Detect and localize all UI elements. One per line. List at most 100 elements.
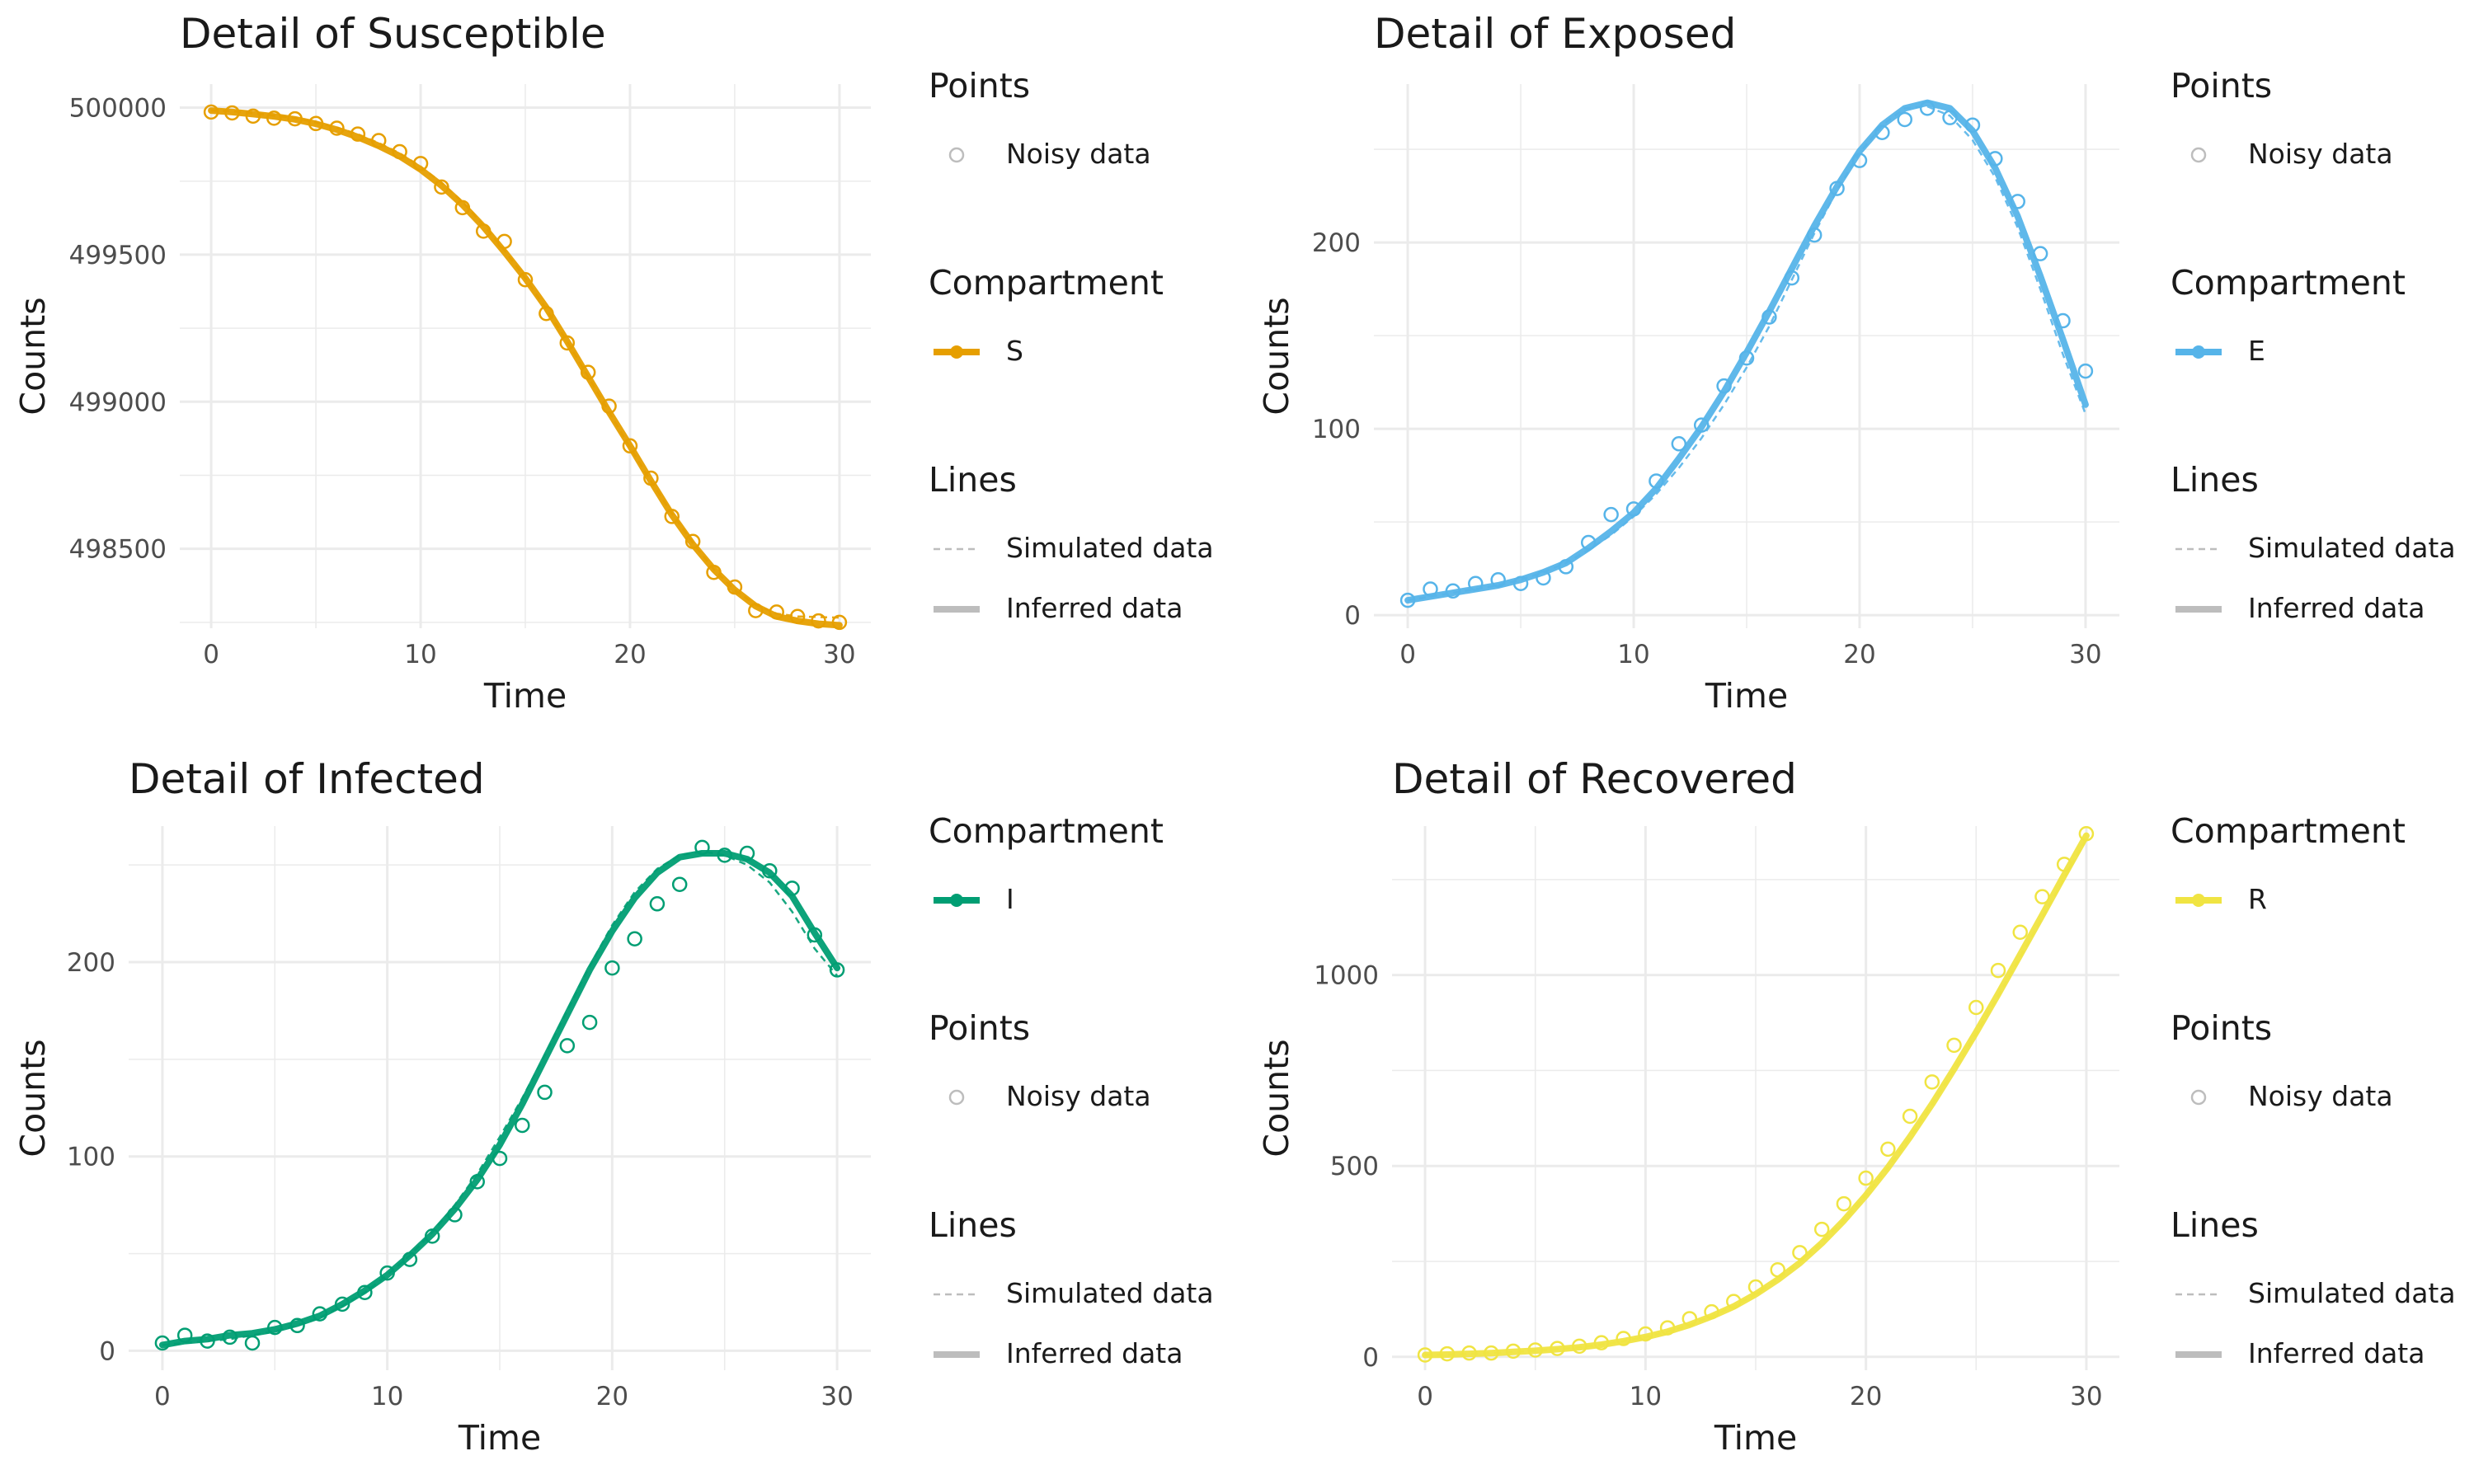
legend-title: Points (2171, 1008, 2272, 1048)
noisy-data-point (580, 364, 596, 380)
noisy-data-point (334, 1296, 350, 1313)
x-tick-label: 20 (1850, 1382, 1882, 1411)
chart-panel-s: 0 10 20 30 498500 499000 499500 500000 Detail of… (13, 10, 1214, 716)
legend-key-point (2190, 147, 2207, 163)
legend: Compartment R Points Noisy data Lines Simulat… (2171, 811, 2456, 1369)
legend-label: Noisy data (1006, 138, 1151, 170)
noisy-data-point (245, 108, 261, 124)
noisy-data-point (1784, 270, 1800, 286)
noisy-data-point (1964, 117, 1981, 133)
noisy-data-point (2055, 312, 2071, 329)
legend-label: Inferred data (1006, 592, 1183, 624)
chart-title: Detail of Susceptible (180, 10, 606, 58)
noisy-data-point (1490, 571, 1506, 588)
chart-panel-r: 0 10 20 30 0 500 1000 Detail of Recovered Time Co… (1257, 755, 2456, 1458)
chart-title: Detail of Infected (129, 755, 485, 803)
legend-key-dot (2192, 345, 2205, 359)
noisy-data-point (694, 839, 710, 856)
legend-key-dot (2192, 894, 2205, 907)
noisy-data-point (267, 1319, 283, 1336)
y-axis-label: Counts (13, 1039, 53, 1157)
x-tick-label: 30 (821, 1382, 853, 1411)
noisy-data-point (2078, 826, 2095, 842)
noisy-data-point (1836, 1195, 1852, 1212)
legend-key-dot (950, 894, 963, 907)
noisy-data-point (1919, 101, 1935, 116)
noisy-data-point (829, 962, 845, 978)
noisy-data-point (671, 876, 688, 892)
noisy-data-point (370, 133, 387, 148)
noisy-data-point (559, 335, 576, 351)
legend-title: Compartment (929, 263, 1164, 303)
x-tick-label: 20 (1843, 640, 1875, 669)
legend-label: Inferred data (1006, 1337, 1183, 1369)
noisy-data-point (224, 105, 240, 121)
noisy-data-point (739, 845, 755, 862)
legend-label: Simulated data (2248, 1277, 2456, 1309)
legend: Points Noisy data Compartment E Lines Simulat… (2171, 66, 2456, 624)
noisy-data-point (1726, 1294, 1742, 1309)
noisy-data-point (424, 1228, 440, 1244)
noisy-data-point (329, 120, 345, 136)
noisy-data-point (2077, 363, 2094, 379)
noisy-data-point (1505, 1343, 1522, 1360)
legend-label: R (2248, 883, 2267, 915)
noisy-data-point (811, 613, 826, 629)
noisy-data-point (492, 1150, 508, 1167)
x-axis-label: Time (1714, 1418, 1797, 1458)
noisy-data-point (649, 896, 666, 912)
legend-key-dot (950, 345, 963, 359)
noisy-data-point (1761, 309, 1777, 325)
noisy-data-point (2056, 857, 2072, 872)
noisy-data-point (748, 603, 764, 618)
legend-title: Lines (929, 1205, 1017, 1245)
noisy-data-point (1770, 1261, 1785, 1278)
y-tick-label: 0 (1362, 1343, 1379, 1373)
x-tick-label: 10 (404, 640, 436, 669)
noisy-data-point (706, 564, 722, 580)
x-tick-label: 10 (371, 1382, 403, 1411)
noisy-data-point (1659, 1320, 1676, 1336)
noisy-data-point (200, 1333, 215, 1349)
legend-title: Compartment (2171, 811, 2406, 851)
legend: Points Noisy data Compartment S Lines Simulat… (929, 66, 1214, 624)
noisy-data-point (1616, 1331, 1631, 1346)
noisy-data-point (727, 579, 743, 595)
noisy-data-point (496, 233, 512, 250)
noisy-data-point (515, 1117, 530, 1134)
legend-label: Simulated data (2248, 532, 2456, 564)
noisy-data-point (357, 1284, 373, 1300)
noisy-data-point (1924, 1074, 1940, 1090)
y-tick-label: 499000 (69, 387, 167, 417)
noisy-data-point (1968, 999, 1984, 1016)
noisy-data-point (1625, 501, 1642, 517)
x-axis-label: Time (1705, 676, 1788, 716)
x-axis-label: Time (483, 676, 567, 716)
chart-panel-e: 0 10 20 30 0 100 200 Detail of Exposed Time Count… (1257, 10, 2456, 716)
x-axis-label: Time (458, 1418, 541, 1458)
noisy-data-point (412, 156, 429, 171)
noisy-data-point (1813, 1221, 1830, 1237)
noisy-data-point (622, 438, 638, 454)
noisy-data-point (244, 1335, 261, 1351)
noisy-data-point (1716, 378, 1732, 394)
noisy-data-point (1593, 1335, 1610, 1350)
series-inferred-line (158, 850, 841, 1349)
noisy-data-point (537, 1084, 553, 1101)
noisy-data-point (601, 398, 617, 414)
noisy-data-point (1858, 1170, 1874, 1186)
noisy-data-point (1417, 1347, 1433, 1363)
legend: Compartment I Points Noisy data Lines Simulat… (929, 811, 1214, 1369)
noisy-data-point (1512, 575, 1529, 592)
legend-label: Noisy data (1006, 1080, 1151, 1112)
noisy-data-point (1792, 1245, 1808, 1261)
x-tick-label: 0 (1417, 1382, 1433, 1411)
noisy-data-point (1399, 592, 1416, 608)
legend-label: E (2248, 335, 2265, 367)
noisy-data-point (1874, 124, 1890, 141)
legend-label: S (1006, 335, 1023, 367)
y-tick-label: 498500 (69, 535, 167, 565)
y-tick-label: 1000 (1314, 961, 1379, 991)
legend-title: Lines (2171, 460, 2259, 500)
